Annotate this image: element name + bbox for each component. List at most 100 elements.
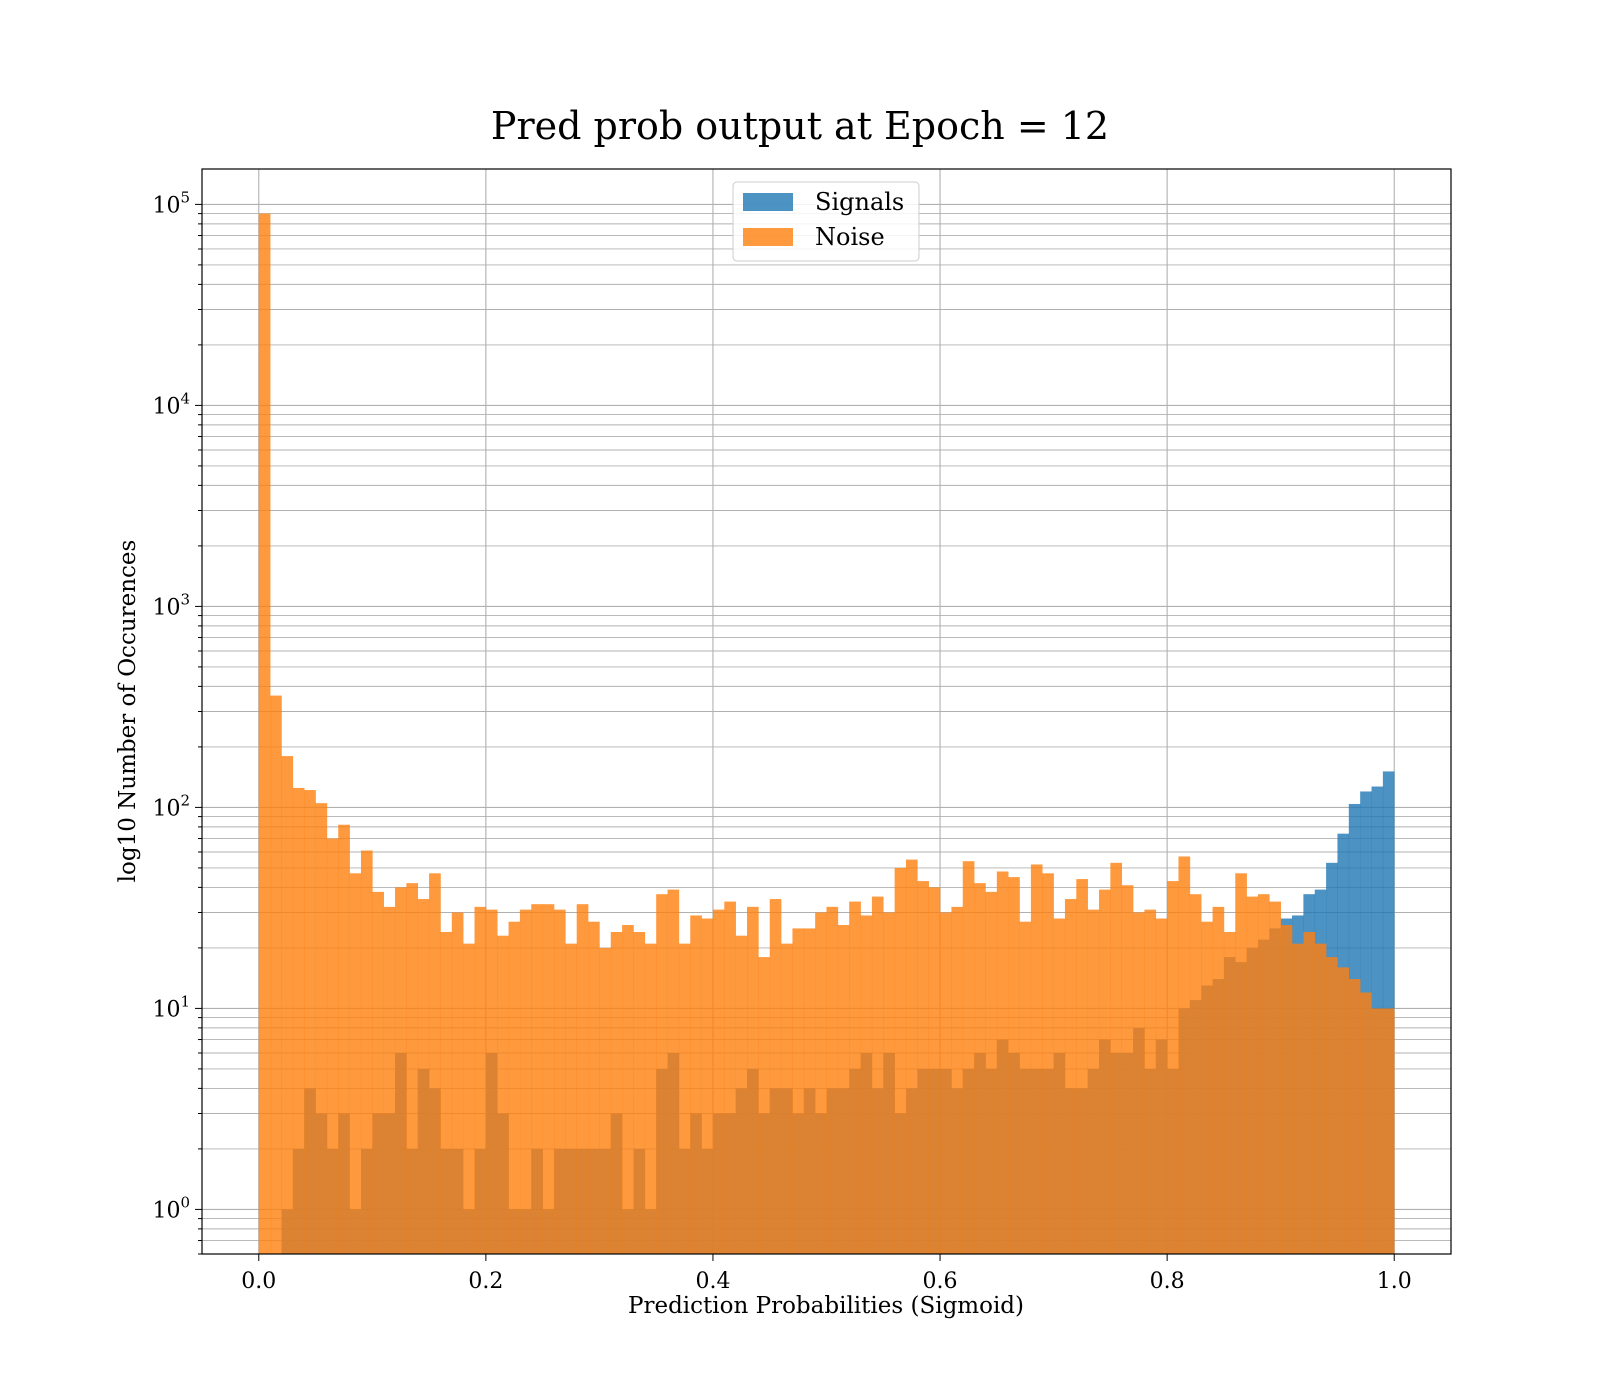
y-tick-base: 10: [152, 595, 180, 620]
bar-noise: [292, 787, 305, 1254]
bar-noise: [633, 931, 646, 1254]
y-tick-label: 104: [152, 389, 190, 419]
bar-noise: [1076, 879, 1088, 1254]
bar-noise: [678, 943, 691, 1254]
bar-noise: [803, 928, 816, 1254]
bar-noise: [349, 873, 362, 1254]
legend-label-signals: Signals: [815, 188, 904, 216]
bar-noise: [417, 899, 430, 1254]
bar-noise: [656, 894, 668, 1254]
bar-noise: [531, 904, 543, 1254]
bar-noise: [735, 935, 748, 1254]
bar-noise: [815, 912, 827, 1254]
chart-title: Pred prob output at Epoch = 12: [490, 104, 1110, 148]
y-tick-exponent: 4: [180, 389, 190, 407]
bar-noise: [996, 871, 1009, 1254]
bar-noise: [1087, 909, 1100, 1254]
bar-noise: [519, 909, 532, 1254]
y-axis-label: log10 Number of Occurences: [115, 540, 141, 883]
series-noise: [258, 213, 1395, 1255]
y-tick-label: 102: [152, 791, 190, 821]
bar-noise: [372, 891, 384, 1254]
bar-noise: [1189, 894, 1202, 1254]
bar-noise: [440, 931, 453, 1254]
bar-noise: [553, 909, 566, 1254]
bar-noise: [451, 912, 464, 1254]
bar-noise: [565, 943, 577, 1254]
bar-noise: [1303, 931, 1316, 1254]
bar-noise: [1223, 931, 1236, 1254]
bar-noise: [1292, 943, 1304, 1254]
bar-noise: [644, 943, 657, 1254]
bar-noise: [792, 928, 805, 1254]
bar-noise: [701, 918, 714, 1254]
bar-noise: [1019, 921, 1032, 1254]
bar-noise: [690, 915, 702, 1254]
bar-noise: [429, 873, 441, 1254]
bar-noise: [781, 943, 793, 1254]
x-tick-label: 0.8: [1150, 1269, 1185, 1294]
bar-noise: [1246, 896, 1259, 1254]
bar-noise: [1257, 894, 1270, 1254]
y-tick-label: 103: [152, 590, 190, 620]
bar-noise: [837, 924, 850, 1254]
bar-noise: [1008, 877, 1020, 1254]
bar-noise: [395, 887, 407, 1254]
bar-noise: [281, 756, 294, 1254]
bar-noise: [599, 947, 612, 1254]
x-tick-label: 0.2: [468, 1269, 503, 1294]
bar-noise: [542, 904, 555, 1254]
bar-noise: [962, 861, 975, 1254]
bar-noise: [1042, 873, 1054, 1254]
legend-swatch-signals: [743, 193, 793, 211]
bar-noise: [769, 899, 782, 1254]
bar-noise: [917, 881, 929, 1254]
y-tick-exponent: 3: [180, 590, 190, 608]
y-tick-exponent: 5: [180, 188, 190, 206]
bar-noise: [1121, 885, 1134, 1254]
bar-noise: [610, 931, 623, 1254]
bar-noise: [940, 912, 952, 1254]
bar-noise: [1360, 992, 1372, 1254]
bar-noise: [712, 909, 725, 1254]
bar-noise: [463, 943, 475, 1254]
y-tick-label: 101: [152, 992, 190, 1022]
y-tick-base: 10: [152, 193, 180, 218]
bar-noise: [871, 896, 884, 1254]
bar-noise: [1099, 889, 1111, 1254]
bar-noise: [1155, 918, 1168, 1254]
y-tick-label: 105: [152, 188, 190, 218]
x-tick-label: 1.0: [1377, 1269, 1412, 1294]
bar-noise: [758, 957, 771, 1254]
y-tick-base: 10: [152, 796, 180, 821]
bar-noise: [1201, 921, 1213, 1254]
bar-noise: [485, 909, 498, 1254]
bar-noise: [905, 859, 918, 1254]
bar-noise: [1235, 873, 1247, 1254]
bar-noise: [1326, 957, 1338, 1254]
legend: Signals Noise: [732, 181, 920, 262]
legend-swatch-noise: [743, 228, 793, 246]
bar-noise: [883, 912, 895, 1254]
bar-noise: [928, 887, 941, 1254]
x-tick-label: 0.4: [695, 1269, 730, 1294]
y-tick-exponent: 0: [180, 1193, 190, 1211]
bar-noise: [1314, 943, 1327, 1254]
bar-noise: [383, 906, 396, 1254]
bar-noise: [338, 824, 350, 1254]
legend-label-noise: Noise: [815, 223, 885, 251]
bar-noise: [315, 803, 328, 1254]
bar-noise: [508, 921, 521, 1254]
histogram-bars: [258, 213, 1395, 1255]
bar-noise: [826, 906, 839, 1254]
bar-noise: [1110, 862, 1123, 1254]
bar-noise: [1030, 864, 1043, 1254]
x-axis-label: Prediction Probabilities (Sigmoid): [628, 1293, 1024, 1319]
y-tick-label: 100: [152, 1193, 190, 1223]
bar-noise: [474, 906, 487, 1254]
bar-noise: [588, 921, 600, 1254]
bar-noise: [1167, 881, 1179, 1254]
bar-noise: [304, 790, 316, 1254]
